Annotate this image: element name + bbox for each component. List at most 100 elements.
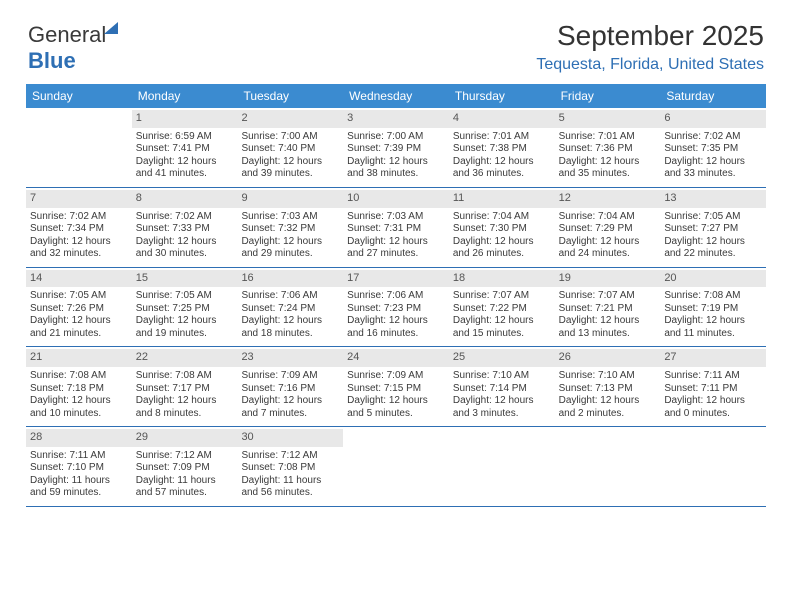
weekday-header: Sunday [26, 84, 132, 108]
day-number: 24 [343, 349, 449, 367]
sunrise-line: Sunrise: 7:12 AM [241, 450, 339, 463]
day-cell: 30Sunrise: 7:12 AMSunset: 7:08 PMDayligh… [237, 427, 343, 506]
sunset-line: Sunset: 7:14 PM [453, 383, 551, 396]
sunrise-line: Sunrise: 7:05 AM [30, 290, 128, 303]
day-number: 4 [449, 110, 555, 128]
weekday-header: Friday [555, 84, 661, 108]
daylight-line: Daylight: 12 hours and 18 minutes. [241, 315, 339, 340]
sunset-line: Sunset: 7:31 PM [347, 223, 445, 236]
day-cell: 3Sunrise: 7:00 AMSunset: 7:39 PMDaylight… [343, 108, 449, 187]
day-cell: 2Sunrise: 7:00 AMSunset: 7:40 PMDaylight… [237, 108, 343, 187]
header: September 2025 Tequesta, Florida, United… [536, 20, 764, 74]
sunrise-line: Sunrise: 7:04 AM [453, 211, 551, 224]
day-cell: 20Sunrise: 7:08 AMSunset: 7:19 PMDayligh… [660, 268, 766, 347]
weekday-header: Monday [132, 84, 238, 108]
sunset-line: Sunset: 7:10 PM [30, 462, 128, 475]
sunset-line: Sunset: 7:41 PM [136, 143, 234, 156]
day-cell: 24Sunrise: 7:09 AMSunset: 7:15 PMDayligh… [343, 347, 449, 426]
sunset-line: Sunset: 7:16 PM [241, 383, 339, 396]
sunset-line: Sunset: 7:08 PM [241, 462, 339, 475]
sunrise-line: Sunrise: 7:02 AM [664, 131, 762, 144]
sunset-line: Sunset: 7:21 PM [559, 303, 657, 316]
sunset-line: Sunset: 7:35 PM [664, 143, 762, 156]
daylight-line: Daylight: 12 hours and 3 minutes. [453, 395, 551, 420]
day-cell [26, 108, 132, 187]
day-number: 15 [132, 270, 238, 288]
sunrise-line: Sunrise: 7:02 AM [136, 211, 234, 224]
sunrise-line: Sunrise: 6:59 AM [136, 131, 234, 144]
sunrise-line: Sunrise: 7:02 AM [30, 211, 128, 224]
sunset-line: Sunset: 7:32 PM [241, 223, 339, 236]
sunrise-line: Sunrise: 7:01 AM [453, 131, 551, 144]
sunset-line: Sunset: 7:36 PM [559, 143, 657, 156]
sunset-line: Sunset: 7:15 PM [347, 383, 445, 396]
week-row: 14Sunrise: 7:05 AMSunset: 7:26 PMDayligh… [26, 268, 766, 348]
day-number: 27 [660, 349, 766, 367]
week-row: 1 Sunrise: 6:59 AMSunset: 7:41 PM Daylight… [26, 108, 766, 188]
location-label: Tequesta, Florida, United States [536, 56, 764, 74]
day-cell: 21Sunrise: 7:08 AMSunset: 7:18 PMDayligh… [26, 347, 132, 426]
daylight-line: Daylight: 11 hours and 59 minutes. [30, 475, 128, 500]
page-title: September 2025 [536, 20, 764, 52]
daylight-line: Daylight: 11 hours and 57 minutes. [136, 475, 234, 500]
daylight-line: Daylight: 12 hours and 21 minutes. [30, 315, 128, 340]
sunset-line: Sunset: 7:25 PM [136, 303, 234, 316]
logo-text-2: Blue [28, 48, 76, 73]
day-cell: 6Sunrise: 7:02 AMSunset: 7:35 PMDaylight… [660, 108, 766, 187]
daylight-line: Daylight: 12 hours and 27 minutes. [347, 236, 445, 261]
day-cell: 8Sunrise: 7:02 AMSunset: 7:33 PMDaylight… [132, 188, 238, 267]
sunrise-line: Sunrise: 7:05 AM [136, 290, 234, 303]
day-cell [555, 427, 661, 506]
sunset-line: Sunset: 7:23 PM [347, 303, 445, 316]
daylight-line: Daylight: 12 hours and 19 minutes. [136, 315, 234, 340]
sunrise-line: Sunrise: 7:11 AM [30, 450, 128, 463]
daylight-line: Daylight: 12 hours and 2 minutes. [559, 395, 657, 420]
daylight-line: Daylight: 12 hours and 33 minutes. [664, 156, 762, 181]
day-cell: 16Sunrise: 7:06 AMSunset: 7:24 PMDayligh… [237, 268, 343, 347]
daylight-line: Daylight: 12 hours and 26 minutes. [453, 236, 551, 261]
daylight-line: Daylight: 12 hours and 11 minutes. [664, 315, 762, 340]
sunrise-line: Sunrise: 7:08 AM [136, 370, 234, 383]
daylight-line: Daylight: 11 hours and 56 minutes. [241, 475, 339, 500]
day-cell: 26Sunrise: 7:10 AMSunset: 7:13 PMDayligh… [555, 347, 661, 426]
day-number: 2 [237, 110, 343, 128]
sunset-line: Sunset: 7:33 PM [136, 223, 234, 236]
sunrise-line: Sunrise: 7:12 AM [136, 450, 234, 463]
weekday-header: Wednesday [343, 84, 449, 108]
day-cell [660, 427, 766, 506]
day-cell: 5Sunrise: 7:01 AMSunset: 7:36 PMDaylight… [555, 108, 661, 187]
day-number: 9 [237, 190, 343, 208]
day-cell: 13Sunrise: 7:05 AMSunset: 7:27 PMDayligh… [660, 188, 766, 267]
day-number: 3 [343, 110, 449, 128]
sunset-line: Sunset: 7:17 PM [136, 383, 234, 396]
day-cell: 23Sunrise: 7:09 AMSunset: 7:16 PMDayligh… [237, 347, 343, 426]
sunrise-line: Sunrise: 7:05 AM [664, 211, 762, 224]
sunrise-line: Sunrise: 7:06 AM [241, 290, 339, 303]
sunset-line: Sunset: 7:40 PM [241, 143, 339, 156]
day-cell: 22Sunrise: 7:08 AMSunset: 7:17 PMDayligh… [132, 347, 238, 426]
sunset-line: Sunset: 7:22 PM [453, 303, 551, 316]
sunrise-line: Sunrise: 7:11 AM [664, 370, 762, 383]
sunrise-line: Sunrise: 7:06 AM [347, 290, 445, 303]
day-cell: 4Sunrise: 7:01 AMSunset: 7:38 PMDaylight… [449, 108, 555, 187]
logo: General Blue [28, 22, 118, 74]
day-number: 5 [555, 110, 661, 128]
daylight-line: Daylight: 12 hours and 39 minutes. [241, 156, 339, 181]
logo-text-1: General [28, 22, 106, 47]
sunrise-line: Sunrise: 7:00 AM [347, 131, 445, 144]
daylight-line: Daylight: 12 hours and 30 minutes. [136, 236, 234, 261]
week-row: 28Sunrise: 7:11 AMSunset: 7:10 PMDayligh… [26, 427, 766, 507]
daylight-line: Daylight: 12 hours and 24 minutes. [559, 236, 657, 261]
day-number: 7 [26, 190, 132, 208]
daylight-line: Daylight: 12 hours and 7 minutes. [241, 395, 339, 420]
sunrise-line: Sunrise: 7:09 AM [347, 370, 445, 383]
day-number: 23 [237, 349, 343, 367]
day-cell: 25Sunrise: 7:10 AMSunset: 7:14 PMDayligh… [449, 347, 555, 426]
logo-triangle-icon [104, 22, 118, 34]
day-cell: 1Sunrise: 6:59 AMSunset: 7:41 PMDaylight… [132, 108, 238, 187]
weekday-header-row: SundayMondayTuesdayWednesdayThursdayFrid… [26, 84, 766, 108]
day-number: 1 [132, 110, 238, 128]
sunrise-line: Sunrise: 7:07 AM [453, 290, 551, 303]
day-cell: 28Sunrise: 7:11 AMSunset: 7:10 PMDayligh… [26, 427, 132, 506]
sunrise-line: Sunrise: 7:10 AM [453, 370, 551, 383]
